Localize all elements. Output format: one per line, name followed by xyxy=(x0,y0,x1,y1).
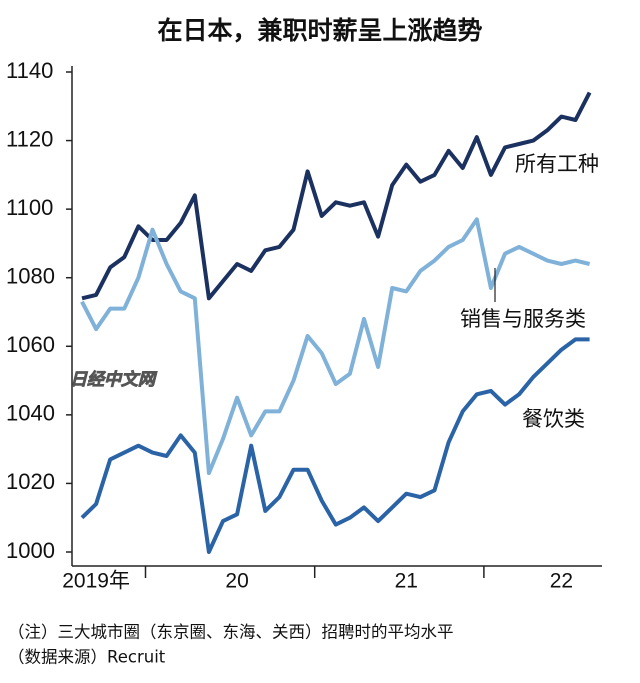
y-tick-label: 1140 xyxy=(6,58,53,83)
y-tick-label: 1000 xyxy=(6,538,55,563)
series-label: 所有工种 xyxy=(515,152,599,176)
source-note: （数据来源）Recruit xyxy=(8,648,166,667)
watermark: 日经中文网 xyxy=(70,370,158,390)
y-tick-label: 1120 xyxy=(6,126,53,151)
x-tick-label: 22 xyxy=(550,570,573,593)
y-tick-label: 1080 xyxy=(6,264,55,289)
series-line xyxy=(81,91,592,301)
y-tick-label: 1060 xyxy=(6,332,55,357)
series-line xyxy=(80,217,591,476)
series-label: 销售与服务类 xyxy=(460,307,586,331)
series-label: 餐饮类 xyxy=(522,407,585,431)
y-tick-label: 1100 xyxy=(6,195,53,220)
y-tick-label: 1020 xyxy=(6,469,55,494)
chart-title: 在日本，兼职时薪呈上涨趋势 xyxy=(157,16,482,45)
x-tick-label: 2019年 xyxy=(62,570,130,593)
y-tick-label: 1040 xyxy=(6,401,55,426)
x-tick-label: 20 xyxy=(225,570,248,593)
note: （注）三大城市圈（东京圈、东海、关西）招聘时的平均水平 xyxy=(8,623,454,642)
x-tick-label: 21 xyxy=(395,570,418,593)
series-line xyxy=(80,337,590,554)
